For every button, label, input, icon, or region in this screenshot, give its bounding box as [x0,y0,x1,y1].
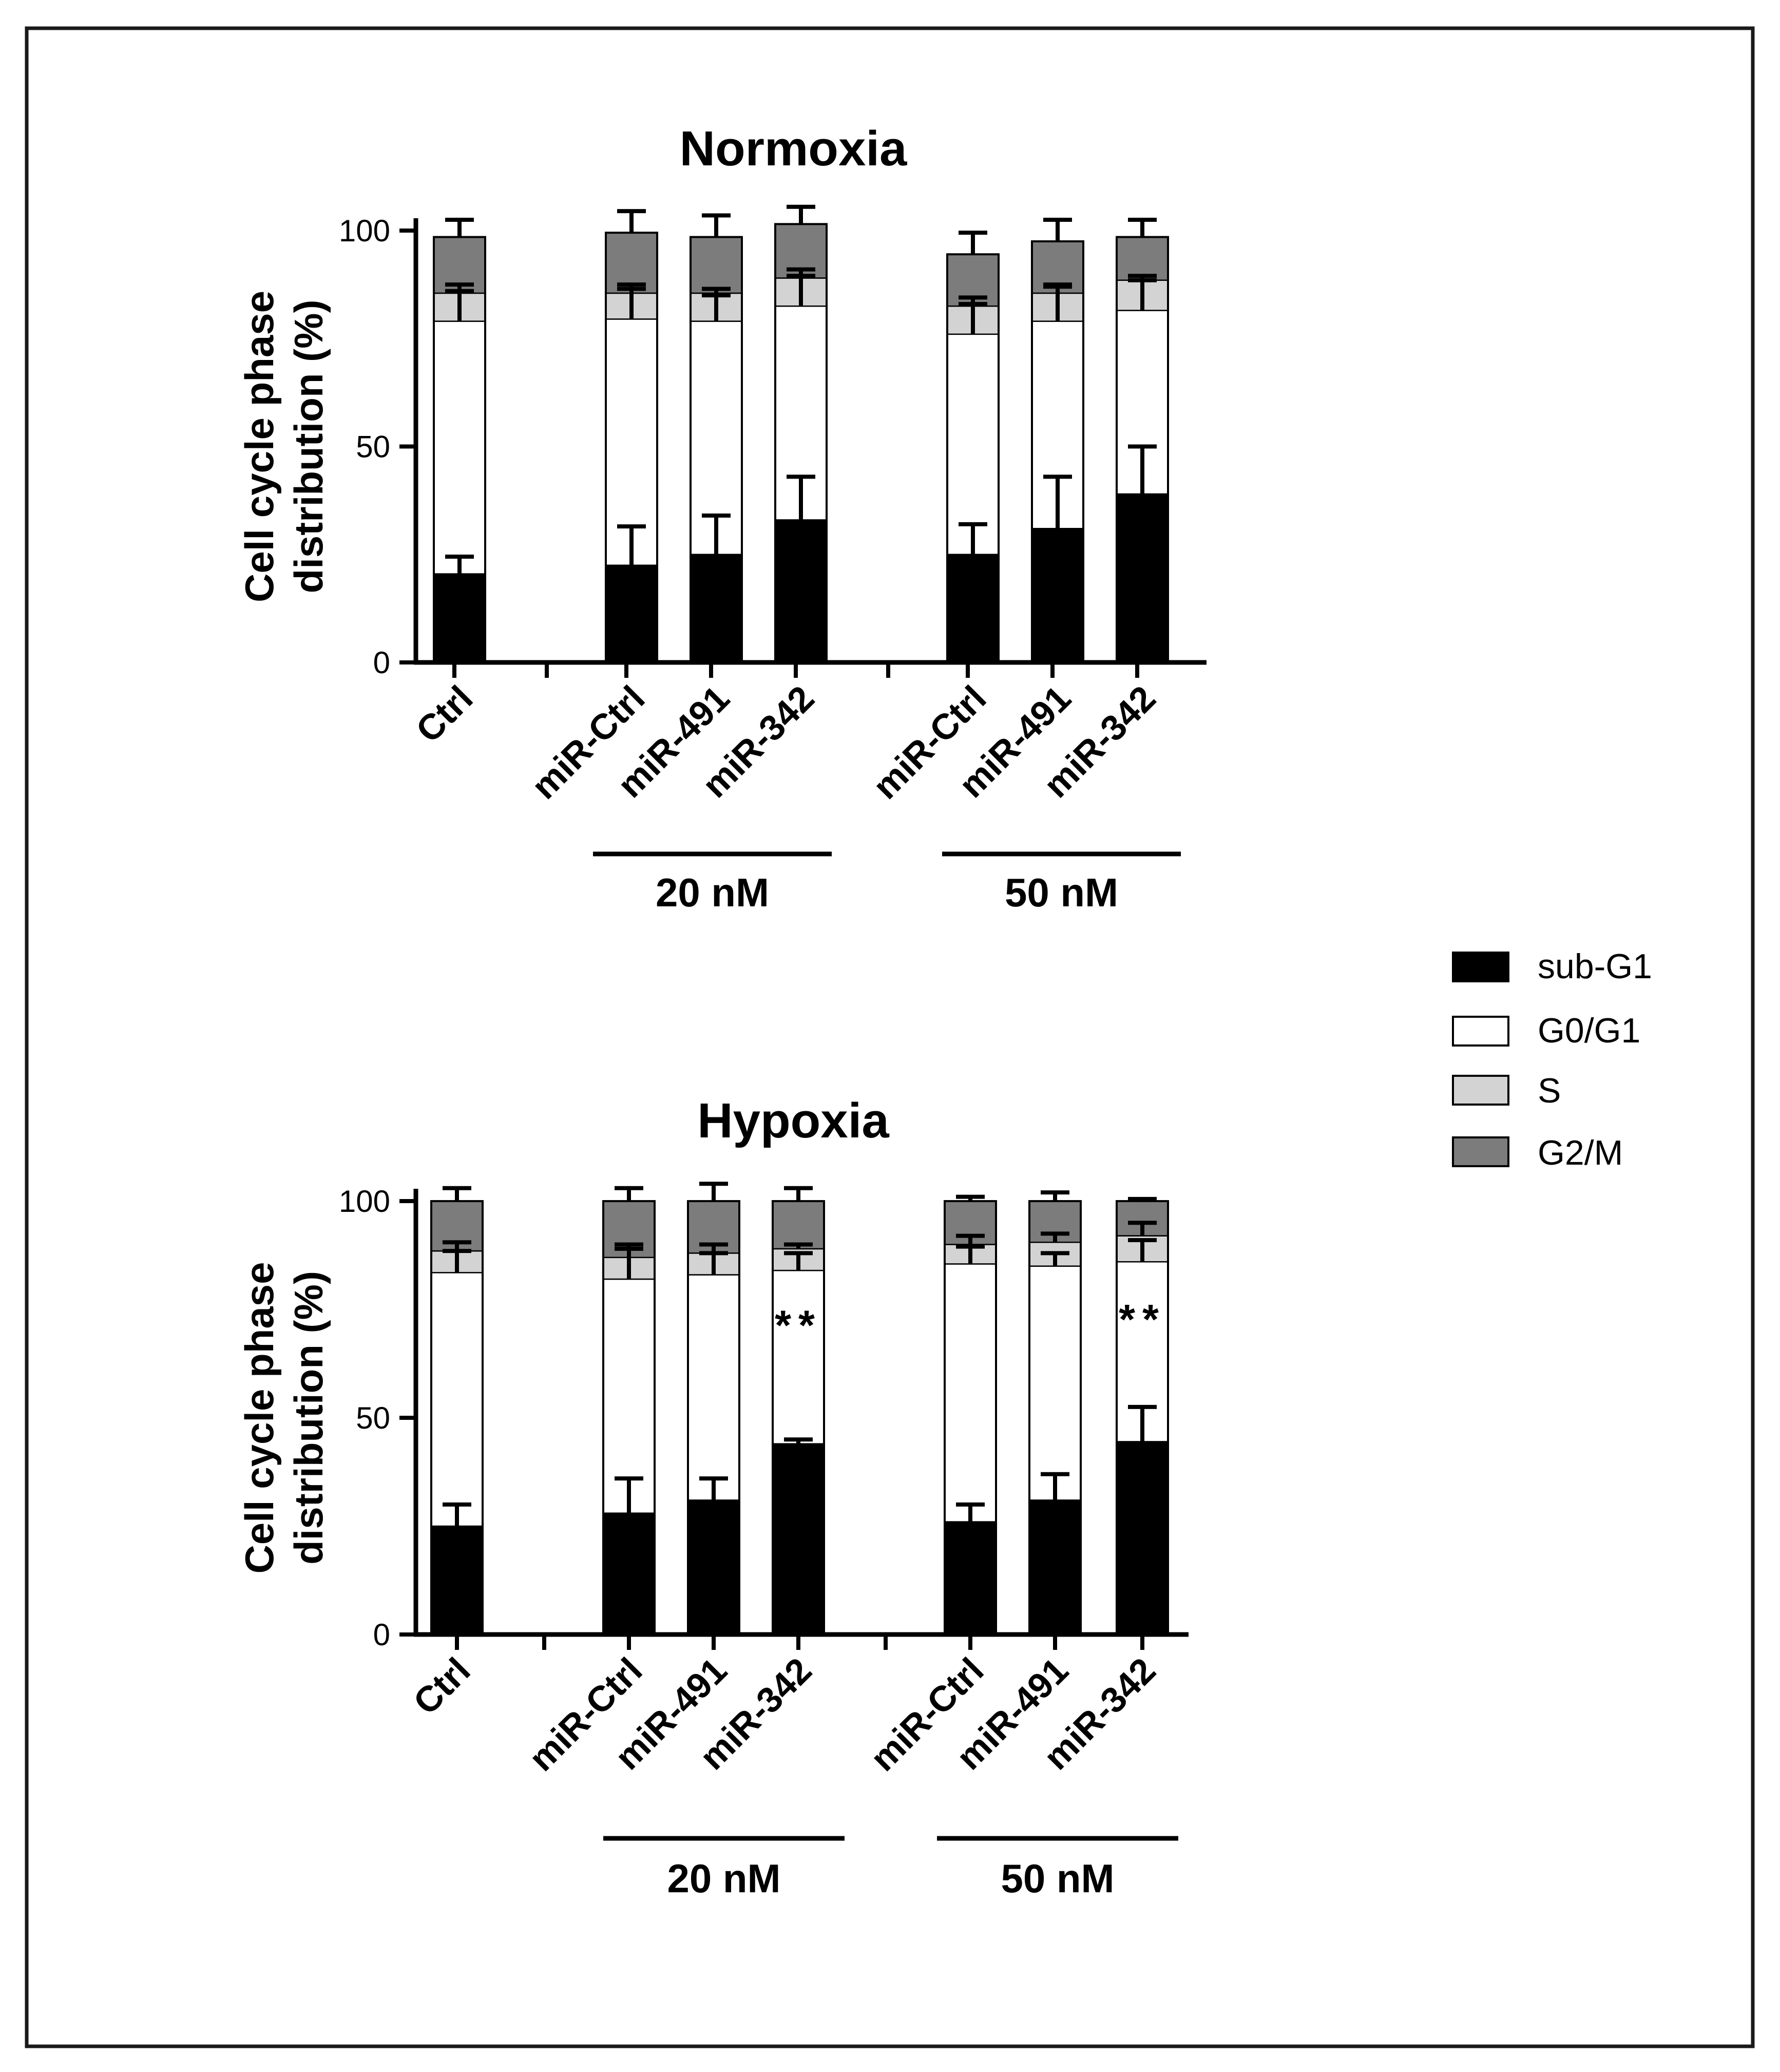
bar-segment-sub-g1 [605,564,658,663]
group-label: 50 nM [1005,870,1118,915]
group-label: 20 nM [656,870,769,915]
bar-segment-g2-m [1116,236,1169,281]
bar-segment-g0-g1 [430,1272,484,1527]
y-tick-label: 0 [373,1618,390,1652]
group-label: 50 nM [1001,1856,1114,1901]
y-axis-label-line: distribution (%) [286,300,331,594]
y-tick-label: 50 [356,1401,390,1435]
bar-segment-g0-g1 [687,1274,740,1501]
legend-item-s: S [1452,1071,1561,1110]
bar-segment-g0-g1 [944,1263,997,1523]
legend-item-g2-m: G2/M [1452,1133,1623,1172]
bar-stack-ctrl [430,1186,484,1636]
bar-segment-sub-g1 [430,1525,484,1636]
legend-label-sub-g1: sub-G1 [1538,947,1652,986]
y-axis-label-line: Cell cycle phase [237,291,282,602]
bar-segment-sub-g1 [1028,1499,1082,1636]
bar-stack-mir-491 [687,1182,740,1636]
bar-stack-mir-ctrl [602,1186,656,1636]
legend-label-s: S [1538,1071,1561,1110]
group-label: 20 nM [667,1856,780,1901]
bar-segment-g0-g1 [602,1278,656,1514]
bar-segment-g2-m [690,236,743,294]
y-axis-label-line: Cell cycle phase [237,1262,282,1574]
bar-segment-sub-g1 [690,554,743,663]
significance-marker: ** [775,1302,822,1349]
bar-segment-sub-g1 [433,573,486,663]
bar-segment-sub-g1 [1116,493,1169,663]
bar-stack-mir-491 [690,213,743,663]
bar-stack-mir-342: ** [772,1186,825,1636]
bar-segment-sub-g1 [602,1512,656,1636]
y-axis-label-line: distribution (%) [286,1271,331,1565]
bar-segment-sub-g1 [946,554,1000,663]
chart-title: Hypoxia [697,1093,889,1148]
bar-stack-mir-491 [1031,217,1084,664]
y-tick-label: 100 [339,214,390,248]
bar-segment-g0-g1 [946,333,1000,555]
legend-swatch-s [1452,1075,1509,1106]
bar-stack-mir-342 [1116,217,1169,663]
bar-stack-mir-342 [774,204,828,663]
legend-swatch-g0-g1 [1452,1016,1509,1047]
legend-item-sub-g1: sub-G1 [1452,947,1652,986]
bar-stack-mir-342: ** [1116,1196,1169,1636]
bar-segment-sub-g1 [687,1499,740,1636]
significance-marker: ** [1119,1296,1166,1343]
y-tick-label: 50 [356,429,390,464]
legend-item-g0-g1: G0/G1 [1452,1011,1640,1050]
bar-stack-mir-491 [1028,1190,1082,1636]
bar-segment-sub-g1 [1031,528,1084,663]
bar-segment-sub-g1 [944,1521,997,1636]
y-tick-label: 0 [373,645,390,680]
bar-segment-g2-m [772,1200,825,1250]
bar-segment-sub-g1 [774,519,828,663]
bar-segment-g0-g1 [433,320,486,575]
bar-segment-sub-g1 [772,1443,825,1636]
bar-segment-sub-g1 [1116,1441,1169,1636]
bar-stack-mir-ctrl [944,1194,997,1636]
y-tick-label: 100 [339,1184,390,1219]
normoxia-panel: Normoxia Cell cycle phase distribution (%)… [237,121,1207,915]
bar-segment-g0-g1 [772,1269,825,1444]
chart-title: Normoxia [680,121,907,176]
legend-swatch-sub-g1 [1452,952,1509,982]
legend: sub-G1 G0/G1 S G2/M [1452,947,1652,1172]
y-axis-label: Cell cycle phase distribution (%) [237,1262,331,1574]
y-axis-label: Cell cycle phase distribution (%) [237,291,331,602]
bar-stack-mir-ctrl [946,231,1000,663]
legend-swatch-g2-m [1452,1136,1509,1167]
legend-label-g2-m: G2/M [1538,1133,1623,1172]
legend-label-g0-g1: G0/G1 [1538,1011,1640,1050]
bar-segment-g0-g1 [1028,1265,1082,1501]
bar-stack-mir-ctrl [605,209,658,664]
bar-stack-ctrl [433,217,486,663]
